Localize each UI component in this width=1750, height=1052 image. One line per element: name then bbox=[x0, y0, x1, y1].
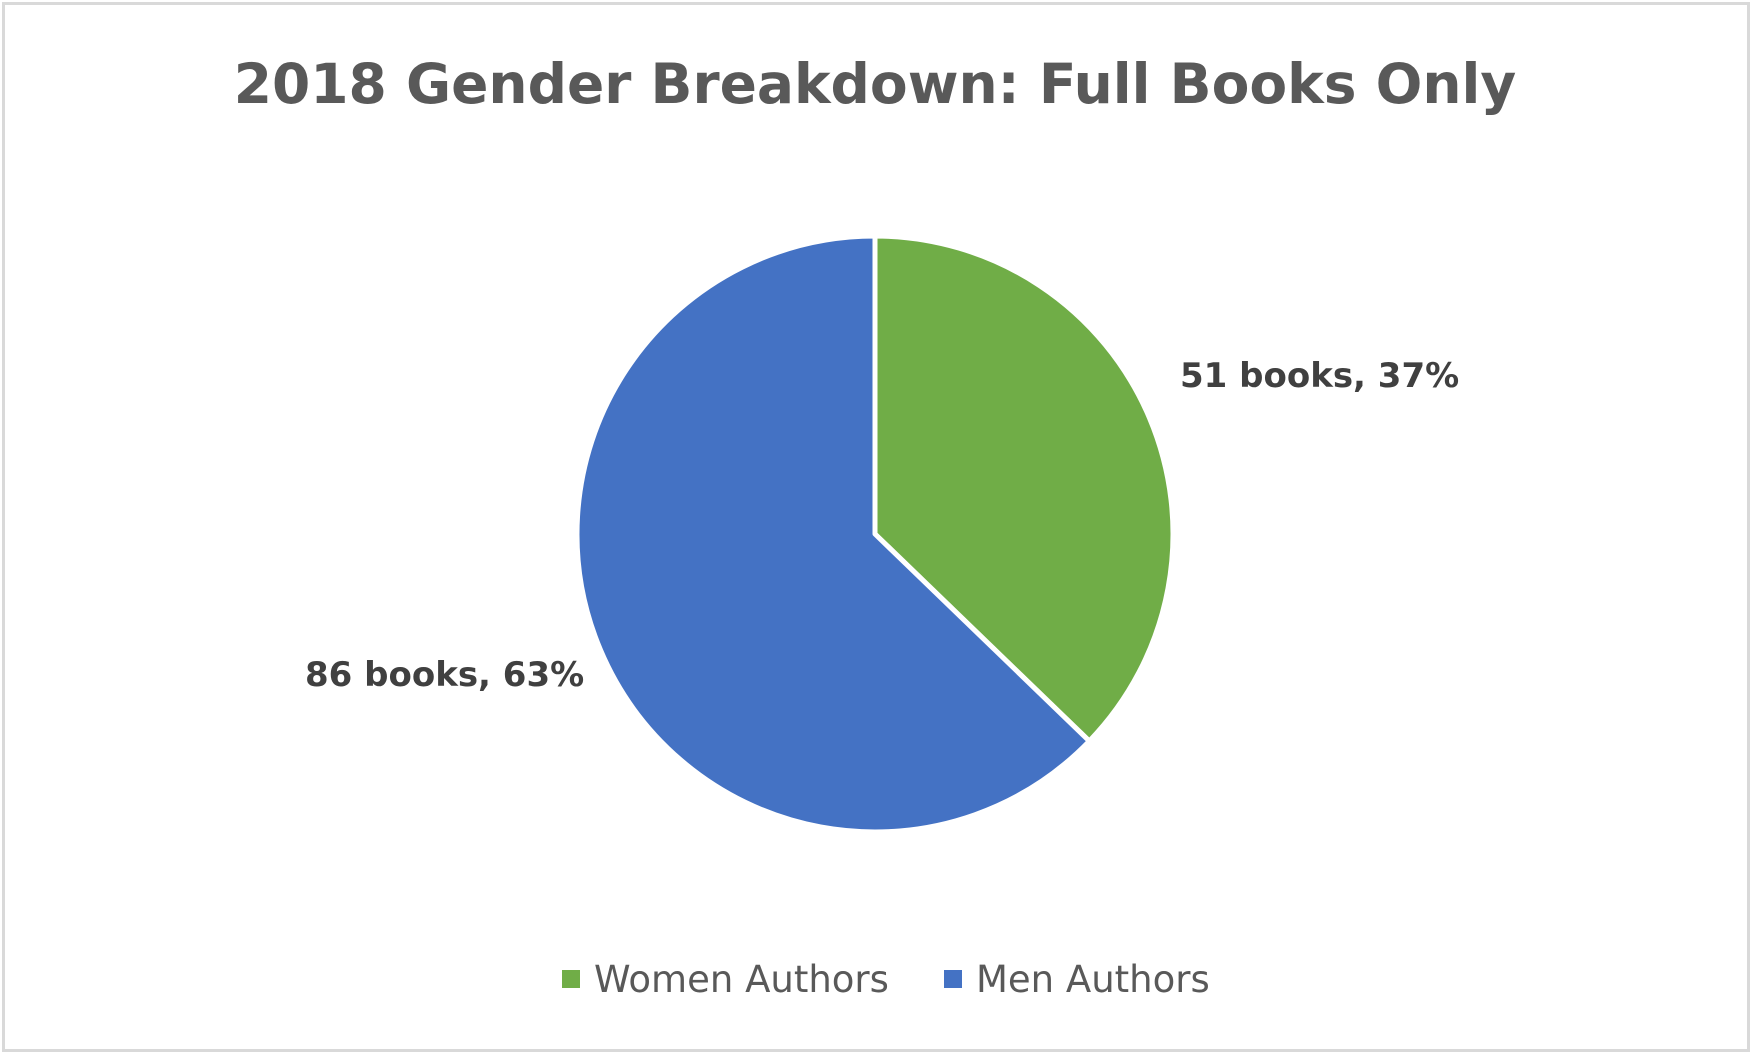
pie-slices bbox=[574, 233, 1176, 835]
legend-label-men-authors: Men Authors bbox=[976, 958, 1210, 1001]
data-labels: 51 books, 37% 86 books, 63% bbox=[305, 356, 1459, 695]
chart-legend: Women Authors Men Authors bbox=[562, 958, 1210, 1001]
data-label-women-authors: 51 books, 37% bbox=[1180, 356, 1459, 396]
chart-title: 2018 Gender Breakdown: Full Books Only bbox=[234, 52, 1516, 116]
pie-slice-women-authors bbox=[872, 233, 1176, 744]
legend-label-women-authors: Women Authors bbox=[594, 958, 889, 1001]
legend-swatch-men-authors bbox=[944, 970, 962, 988]
legend-swatch-women-authors bbox=[562, 970, 580, 988]
pie-slice-men-authors bbox=[574, 233, 1092, 835]
data-label-men-authors: 86 books, 63% bbox=[305, 655, 584, 695]
